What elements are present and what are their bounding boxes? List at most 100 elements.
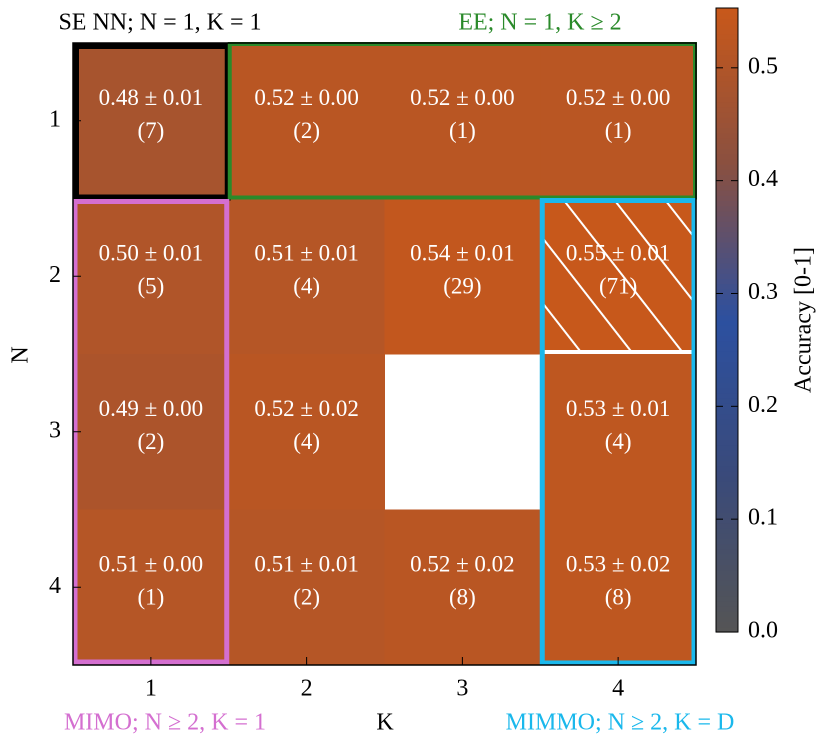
colorbar-slice bbox=[716, 221, 738, 227]
colorbar-slice bbox=[716, 210, 738, 217]
cell-count-label: (1) bbox=[605, 118, 632, 143]
colorbar-slice bbox=[716, 481, 738, 487]
cell-value-label: 0.50 ± 0.01 bbox=[99, 241, 204, 266]
colorbar-slice bbox=[716, 392, 738, 399]
cell-count-label: (7) bbox=[137, 118, 164, 143]
colorbar-slice bbox=[716, 533, 738, 539]
colorbar-slice bbox=[716, 424, 738, 430]
colorbar-slice bbox=[716, 174, 738, 181]
colorbar-slice bbox=[716, 294, 738, 300]
colorbar-slice bbox=[716, 138, 738, 144]
colorbar-slice bbox=[716, 164, 738, 170]
colorbar-slice bbox=[716, 112, 738, 118]
colorbar-slice bbox=[716, 543, 738, 550]
colorbar-slice bbox=[716, 444, 738, 451]
colorbar-slice bbox=[716, 564, 738, 571]
colorbar-slice bbox=[716, 117, 738, 123]
colorbar-slice bbox=[716, 377, 738, 383]
colorbar-slice bbox=[716, 91, 738, 97]
x-tick-label: 4 bbox=[612, 676, 624, 702]
x-tick-label: 2 bbox=[301, 676, 313, 702]
region-label: SE NN; N = 1, K = 1 bbox=[58, 10, 261, 36]
heatmap-cell bbox=[228, 43, 385, 199]
colorbar-slice bbox=[716, 309, 738, 316]
heatmap-cell bbox=[540, 43, 697, 199]
colorbar-slice bbox=[716, 382, 738, 389]
cell-value-label: 0.51 ± 0.01 bbox=[254, 241, 359, 266]
colorbar-slice bbox=[716, 304, 738, 311]
colorbar-slice bbox=[716, 346, 738, 352]
heatmap-cell bbox=[73, 43, 230, 199]
cell-value-label: 0.51 ± 0.01 bbox=[254, 552, 359, 577]
x-tick-label: 3 bbox=[456, 676, 468, 702]
colorbar-slice bbox=[716, 60, 738, 66]
colorbar-slice bbox=[716, 262, 738, 269]
colorbar-slice bbox=[716, 522, 738, 529]
region-label: EE; N = 1, K ≥ 2 bbox=[458, 10, 621, 36]
colorbar-slice bbox=[716, 54, 738, 61]
colorbar-slice bbox=[716, 226, 738, 233]
heatmap-cell bbox=[384, 43, 541, 199]
colorbar-tick-label: 0.3 bbox=[748, 279, 778, 305]
heatmap-cell bbox=[384, 509, 541, 666]
colorbar-slice bbox=[716, 408, 738, 415]
colorbar-slice bbox=[716, 512, 738, 519]
colorbar-label: Accuracy [0-1] bbox=[791, 247, 817, 393]
y-tick-label: 4 bbox=[49, 573, 61, 599]
colorbar-slice bbox=[716, 403, 738, 409]
colorbar-slice bbox=[716, 278, 738, 285]
colorbar-slice bbox=[716, 28, 738, 35]
cell-value-label: 0.51 ± 0.00 bbox=[99, 552, 204, 577]
colorbar-slice bbox=[716, 80, 738, 87]
colorbar-slice bbox=[716, 65, 738, 71]
x-axis-label: K bbox=[376, 710, 394, 736]
colorbar-slice bbox=[716, 179, 738, 186]
plot-frame bbox=[72, 42, 697, 666]
colorbar-slice bbox=[716, 418, 738, 425]
colorbar-slice bbox=[716, 148, 738, 155]
cell-count-label: (4) bbox=[293, 274, 320, 299]
colorbar-slice bbox=[716, 486, 738, 493]
heatmap-cell bbox=[228, 509, 385, 666]
colorbar-slice bbox=[716, 366, 738, 373]
cell-count-label: (2) bbox=[137, 429, 164, 454]
colorbar-slice bbox=[716, 190, 738, 196]
cell-count-label: (5) bbox=[137, 274, 164, 299]
colorbar-slice bbox=[716, 434, 738, 441]
colorbar-slice bbox=[716, 356, 738, 363]
colorbar-slice bbox=[716, 621, 738, 628]
x-tick-label: 1 bbox=[145, 676, 157, 702]
cell-value-label: 0.52 ± 0.00 bbox=[410, 85, 515, 110]
y-tick-label: 1 bbox=[49, 106, 61, 132]
colorbar-slice bbox=[716, 351, 738, 357]
colorbar-slice bbox=[716, 398, 738, 404]
colorbar-slice bbox=[716, 273, 738, 279]
cell-value-label: 0.49 ± 0.00 bbox=[99, 396, 204, 421]
heatmap-cell bbox=[228, 354, 385, 510]
heatmap-cell bbox=[73, 198, 230, 355]
cell-value-label: 0.48 ± 0.01 bbox=[99, 85, 204, 110]
colorbar-slice bbox=[716, 96, 738, 103]
colorbar-tick-label: 0.4 bbox=[748, 166, 778, 192]
heatmap-cell bbox=[384, 198, 541, 355]
colorbar-slice bbox=[716, 361, 738, 368]
cell-value-label: 0.53 ± 0.02 bbox=[566, 552, 671, 577]
colorbar-slice bbox=[716, 283, 738, 290]
cell-count-label: (1) bbox=[449, 118, 476, 143]
colorbar-slice bbox=[716, 429, 738, 435]
cell-value-label: 0.52 ± 0.02 bbox=[410, 552, 515, 577]
colorbar-slice bbox=[716, 268, 738, 274]
colorbar-slice bbox=[716, 299, 738, 305]
colorbar-slice bbox=[716, 39, 738, 45]
cell-count-label: (8) bbox=[449, 585, 476, 610]
colorbar-tick-label: 0.5 bbox=[748, 53, 778, 79]
colorbar-slice bbox=[716, 200, 738, 207]
colorbar-slice bbox=[716, 340, 738, 347]
heatmap-cell bbox=[73, 509, 230, 666]
region-box bbox=[227, 42, 697, 200]
colorbar-slice bbox=[716, 158, 738, 165]
colorbar-slice bbox=[716, 595, 738, 602]
colorbar-slice bbox=[716, 122, 738, 129]
colorbar-slice bbox=[716, 320, 738, 326]
